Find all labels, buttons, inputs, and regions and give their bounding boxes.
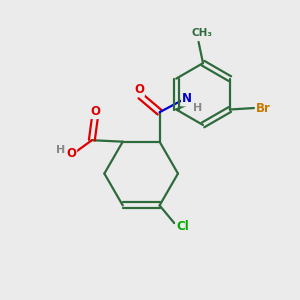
Text: O: O	[134, 83, 144, 96]
Text: H: H	[56, 145, 65, 154]
Text: O: O	[66, 147, 76, 160]
Text: Br: Br	[256, 101, 271, 115]
Text: N: N	[182, 92, 192, 106]
Text: CH₃: CH₃	[192, 28, 213, 38]
Text: O: O	[90, 105, 100, 118]
Text: H: H	[193, 103, 203, 113]
Text: Cl: Cl	[176, 220, 189, 232]
